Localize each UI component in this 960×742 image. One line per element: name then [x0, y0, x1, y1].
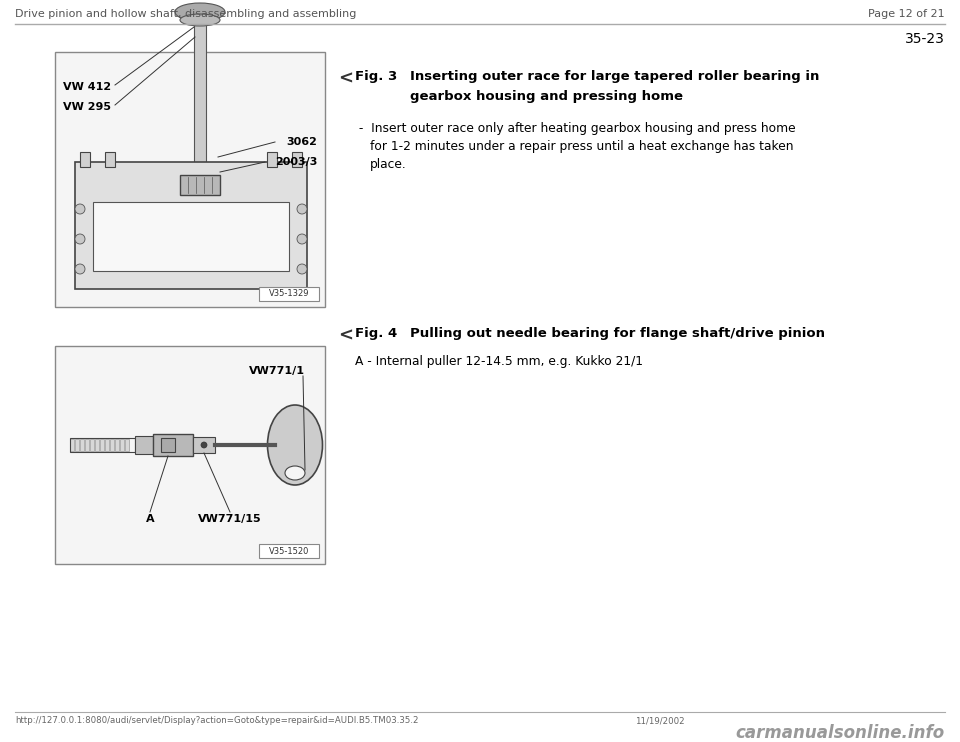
Circle shape	[201, 442, 207, 448]
Ellipse shape	[285, 466, 305, 480]
Bar	[153, 434, 193, 456]
Text: -  Insert outer race only after heating gearbox housing and press home: - Insert outer race only after heating g…	[355, 122, 796, 135]
Bar	[267, 152, 277, 167]
Bar	[95, 439, 99, 451]
Text: <: <	[338, 70, 353, 88]
Bar	[110, 439, 113, 451]
Text: carmanualsonline.info: carmanualsonline.info	[736, 724, 945, 742]
Bar	[80, 439, 84, 451]
Circle shape	[75, 234, 85, 244]
Text: Fig. 4: Fig. 4	[355, 327, 397, 340]
Bar	[259, 287, 319, 301]
Bar	[93, 202, 289, 271]
Bar	[135, 436, 153, 454]
Bar	[70, 438, 135, 452]
Text: V35-1329: V35-1329	[269, 289, 309, 298]
Bar	[75, 439, 79, 451]
Text: Pulling out needle bearing for flange shaft/drive pinion: Pulling out needle bearing for flange sh…	[410, 327, 825, 340]
Ellipse shape	[180, 14, 220, 26]
Bar	[120, 439, 124, 451]
Bar	[55, 52, 325, 307]
Text: VW 412: VW 412	[63, 82, 111, 92]
Bar	[259, 544, 319, 558]
Text: for 1-2 minutes under a repair press until a heat exchange has taken: for 1-2 minutes under a repair press unt…	[370, 140, 794, 153]
Text: 2003/3: 2003/3	[275, 157, 317, 167]
Text: VW 295: VW 295	[63, 102, 111, 112]
Bar	[161, 438, 175, 452]
Text: http://127.0.0.1:8080/audi/servlet/Display?action=Goto&type=repair&id=AUDI.B5.TM: http://127.0.0.1:8080/audi/servlet/Displ…	[15, 716, 419, 725]
Bar	[115, 439, 118, 451]
Text: Fig. 3: Fig. 3	[355, 70, 397, 83]
Bar	[292, 152, 302, 167]
Circle shape	[297, 264, 307, 274]
Circle shape	[75, 264, 85, 274]
Circle shape	[297, 204, 307, 214]
Bar	[180, 175, 220, 195]
Text: Inserting outer race for large tapered roller bearing in: Inserting outer race for large tapered r…	[410, 70, 820, 83]
Text: VW771/15: VW771/15	[198, 514, 262, 524]
Ellipse shape	[268, 405, 323, 485]
Bar	[55, 346, 325, 564]
Bar	[105, 152, 115, 167]
Bar	[125, 439, 129, 451]
Text: V35-1520: V35-1520	[269, 547, 309, 556]
Bar	[100, 439, 104, 451]
Text: Page 12 of 21: Page 12 of 21	[869, 9, 945, 19]
Text: <: <	[338, 327, 353, 345]
Circle shape	[297, 234, 307, 244]
Text: Drive pinion and hollow shaft, disassembling and assembling: Drive pinion and hollow shaft, disassemb…	[15, 9, 356, 19]
Text: place.: place.	[370, 158, 407, 171]
Circle shape	[75, 204, 85, 214]
Ellipse shape	[175, 3, 225, 21]
Bar	[194, 12, 206, 207]
Bar	[105, 439, 108, 451]
Bar	[90, 439, 93, 451]
Text: A: A	[146, 514, 155, 524]
Text: 3062: 3062	[286, 137, 317, 147]
Bar	[80, 152, 90, 167]
Text: A - Internal puller 12-14.5 mm, e.g. Kukko 21/1: A - Internal puller 12-14.5 mm, e.g. Kuk…	[355, 355, 643, 368]
Text: 11/19/2002: 11/19/2002	[635, 716, 684, 725]
Text: VW771/1: VW771/1	[249, 366, 305, 376]
Bar	[193, 437, 215, 453]
Bar	[85, 439, 88, 451]
Text: gearbox housing and pressing home: gearbox housing and pressing home	[410, 90, 683, 103]
Bar	[75, 162, 307, 289]
Bar	[70, 439, 74, 451]
Text: 35-23: 35-23	[905, 32, 945, 46]
